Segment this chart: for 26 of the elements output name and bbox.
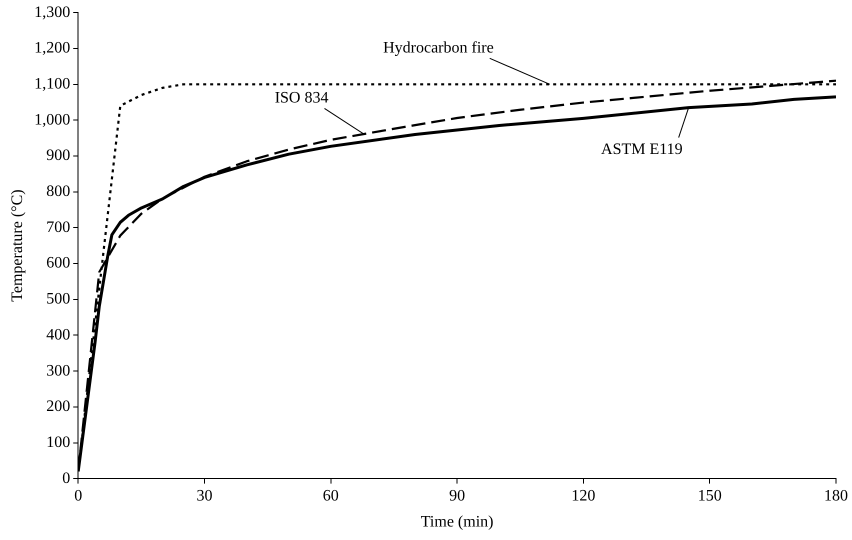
y-tick-label: 1,300: [34, 4, 70, 21]
y-tick-label: 1,100: [34, 75, 70, 92]
x-tick-label: 30: [196, 487, 212, 504]
y-tick-label: 700: [46, 218, 70, 236]
x-tick-label: 150: [698, 487, 722, 504]
annotation: ISO 834: [274, 90, 328, 107]
x-axis-title: Time (min): [420, 514, 494, 531]
y-tick-label: 300: [46, 362, 70, 380]
y-tick-label: 900: [46, 147, 70, 164]
annotation: Hydrocarbon fire: [383, 39, 494, 56]
y-tick-label: 500: [46, 290, 70, 308]
y-tick-label: 0: [62, 470, 70, 487]
x-tick-label: 0: [74, 487, 82, 504]
y-axis-title: Temperature (°C): [8, 189, 26, 302]
y-tick-label: 800: [46, 183, 70, 200]
y-tick-label: 200: [46, 398, 70, 416]
y-tick-label: 1,200: [34, 40, 70, 57]
x-tick-label: 60: [322, 487, 339, 504]
y-tick-label: 600: [46, 254, 70, 272]
x-tick-label: 90: [449, 487, 466, 504]
y-tick-label: 1,000: [34, 111, 70, 128]
x-tick-label: 120: [571, 487, 596, 504]
annotation: ASTM E119: [601, 140, 683, 158]
y-tick-label: 400: [46, 326, 70, 344]
x-tick-label: 180: [824, 487, 848, 504]
y-tick-label: 100: [46, 434, 70, 451]
